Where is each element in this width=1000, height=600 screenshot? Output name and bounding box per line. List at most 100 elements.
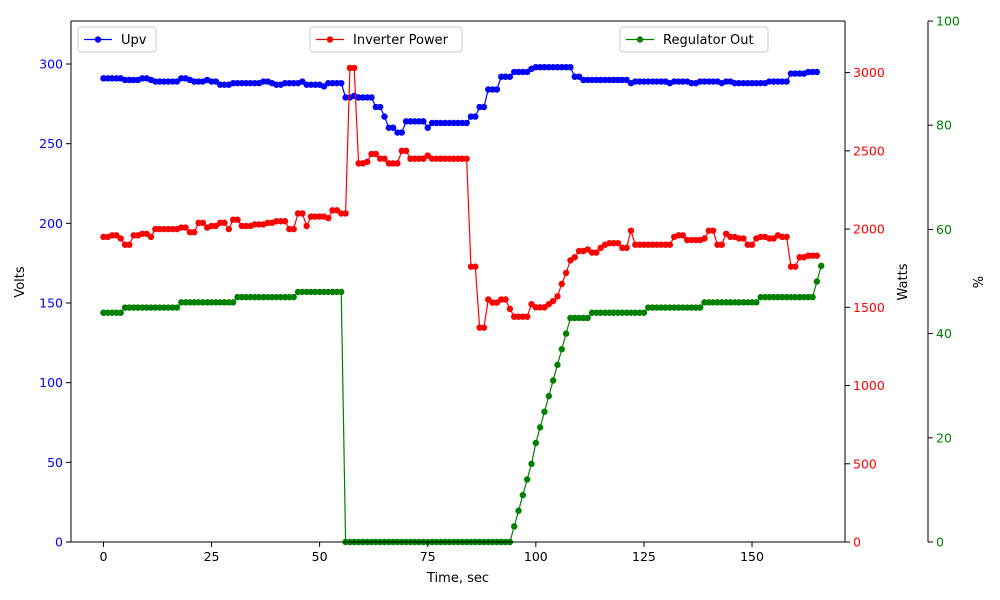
data-point	[372, 150, 380, 158]
legend-upv: Upv	[77, 26, 157, 53]
data-point	[523, 313, 531, 320]
data-point	[549, 377, 557, 384]
y-tick-label-percent: 100	[936, 14, 960, 29]
legend-label: Upv	[121, 33, 147, 48]
legend-box	[77, 26, 157, 53]
data-point	[614, 239, 622, 247]
data-point	[593, 249, 600, 256]
data-point	[541, 408, 548, 415]
data-point	[640, 309, 648, 316]
series-upv	[100, 63, 821, 136]
data-point	[532, 439, 540, 447]
y-tick-label-watts: 1000	[853, 378, 885, 393]
data-point	[182, 224, 189, 231]
legends: Upv Inverter Power Regulator Out	[77, 26, 769, 53]
data-point	[290, 293, 297, 301]
data-point	[567, 63, 574, 71]
data-point	[783, 233, 790, 241]
y-tick-label-watts: 3000	[853, 65, 885, 80]
data-point	[536, 424, 544, 431]
data-point	[376, 103, 384, 111]
legend-label: Inverter Power	[353, 33, 449, 48]
data-point	[709, 227, 717, 234]
data-point	[515, 507, 522, 514]
y-tick-label-watts: 0	[853, 535, 861, 550]
x-tick-label: 0	[99, 549, 107, 564]
data-point	[381, 155, 388, 162]
data-point	[290, 225, 297, 233]
data-point	[229, 299, 237, 306]
data-point	[528, 460, 535, 468]
data-point	[554, 293, 561, 300]
x-tick-label: 150	[740, 549, 764, 564]
y-tick-label-watts: 500	[853, 456, 877, 471]
data-point	[325, 214, 332, 222]
data-point	[117, 235, 124, 242]
legend-regulator-out: Regulator Out	[619, 26, 769, 53]
y-tick-label-volts: 300	[39, 57, 63, 72]
data-point	[472, 263, 479, 270]
data-point	[368, 94, 375, 101]
y-tick-label-volts: 200	[39, 216, 63, 231]
data-point	[813, 252, 821, 259]
data-point	[666, 241, 674, 248]
series-line	[103, 67, 817, 329]
data-point	[420, 118, 427, 125]
data-point	[463, 155, 470, 162]
data-point	[506, 73, 514, 80]
data-point	[147, 233, 155, 241]
data-point	[813, 68, 821, 76]
x-tick-label: 50	[312, 549, 328, 564]
y-tick-label-volts: 150	[39, 296, 63, 311]
data-point	[545, 392, 552, 400]
data-point	[234, 216, 241, 223]
data-point	[303, 222, 310, 230]
data-point	[718, 241, 725, 248]
data-point	[173, 304, 181, 311]
data-point	[571, 254, 578, 261]
series-line	[103, 265, 822, 543]
data-point	[562, 269, 570, 277]
y-tick-label-watts: 2500	[853, 143, 885, 158]
data-point	[696, 304, 704, 311]
x-axis-label: Time, sec	[426, 571, 489, 586]
data-point	[117, 309, 124, 316]
data-point	[191, 229, 198, 236]
data-point	[809, 293, 816, 301]
x-tick-label: 75	[420, 549, 436, 564]
x-tick-label: 100	[524, 549, 548, 564]
data-point	[679, 232, 687, 239]
data-point	[480, 324, 488, 331]
legend-marker	[94, 36, 102, 43]
y-tick-label-percent: 0	[936, 535, 944, 550]
y-tick-label-percent: 40	[936, 326, 952, 341]
data-point	[351, 64, 358, 72]
data-point	[740, 235, 747, 242]
data-point	[584, 314, 591, 322]
y-tick-label-watts: 1500	[853, 300, 885, 315]
data-point	[748, 241, 756, 248]
x-tick-label: 25	[204, 549, 220, 564]
x-tick-label: 125	[632, 549, 656, 564]
y-tick-label-volts: 100	[39, 375, 63, 390]
data-point	[627, 227, 635, 234]
y-axis-label-percent: %	[972, 276, 987, 288]
data-point	[389, 124, 397, 131]
y-tick-label-watts: 2000	[853, 222, 885, 237]
legend-box	[619, 26, 769, 53]
data-point	[818, 262, 825, 270]
data-point	[299, 210, 306, 217]
data-point	[623, 244, 630, 252]
legend-marker	[636, 36, 644, 43]
data-point	[493, 86, 501, 93]
data-point	[506, 305, 514, 313]
legend-marker	[326, 36, 334, 43]
data-point	[523, 476, 531, 483]
data-point	[519, 491, 527, 499]
y-tick-label-percent: 80	[936, 118, 952, 133]
plot-area	[100, 63, 825, 546]
data-point	[792, 263, 799, 270]
y-tick-label-volts: 0	[55, 535, 63, 550]
y-axis-label-watts: Watts	[896, 263, 911, 300]
data-point	[199, 219, 207, 227]
